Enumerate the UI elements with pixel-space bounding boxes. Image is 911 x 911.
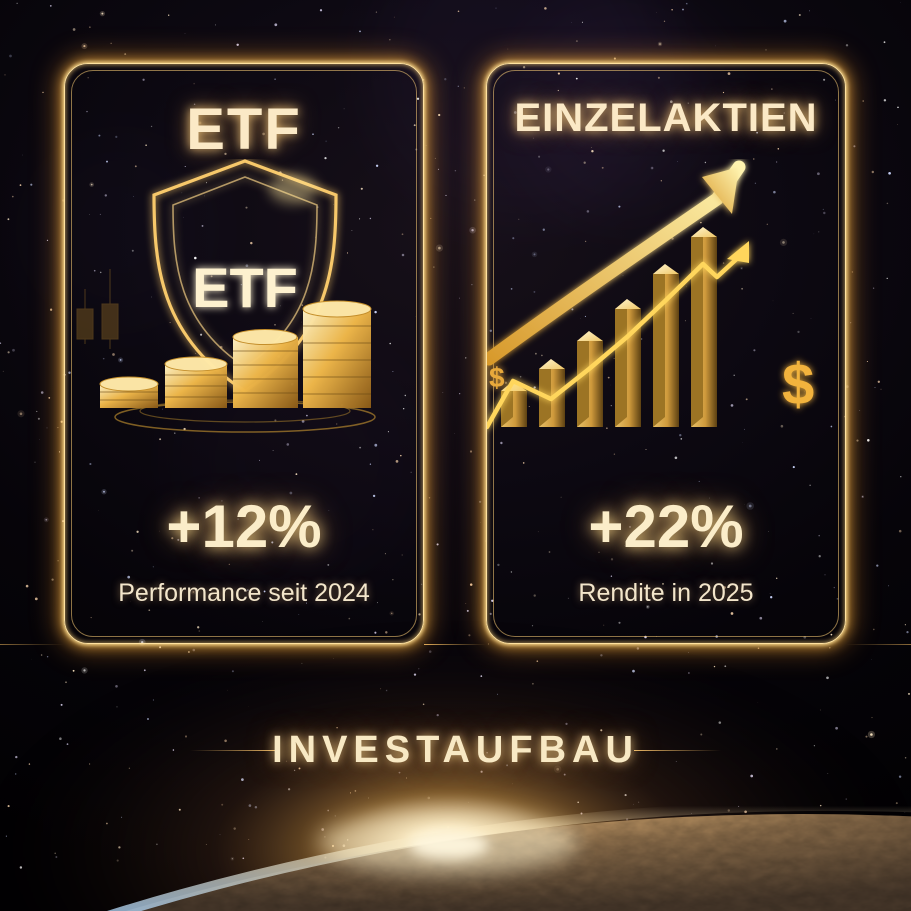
svg-text:$: $ (782, 352, 814, 417)
svg-text:ETF: ETF (192, 256, 298, 319)
svg-text:$: $ (489, 362, 505, 393)
